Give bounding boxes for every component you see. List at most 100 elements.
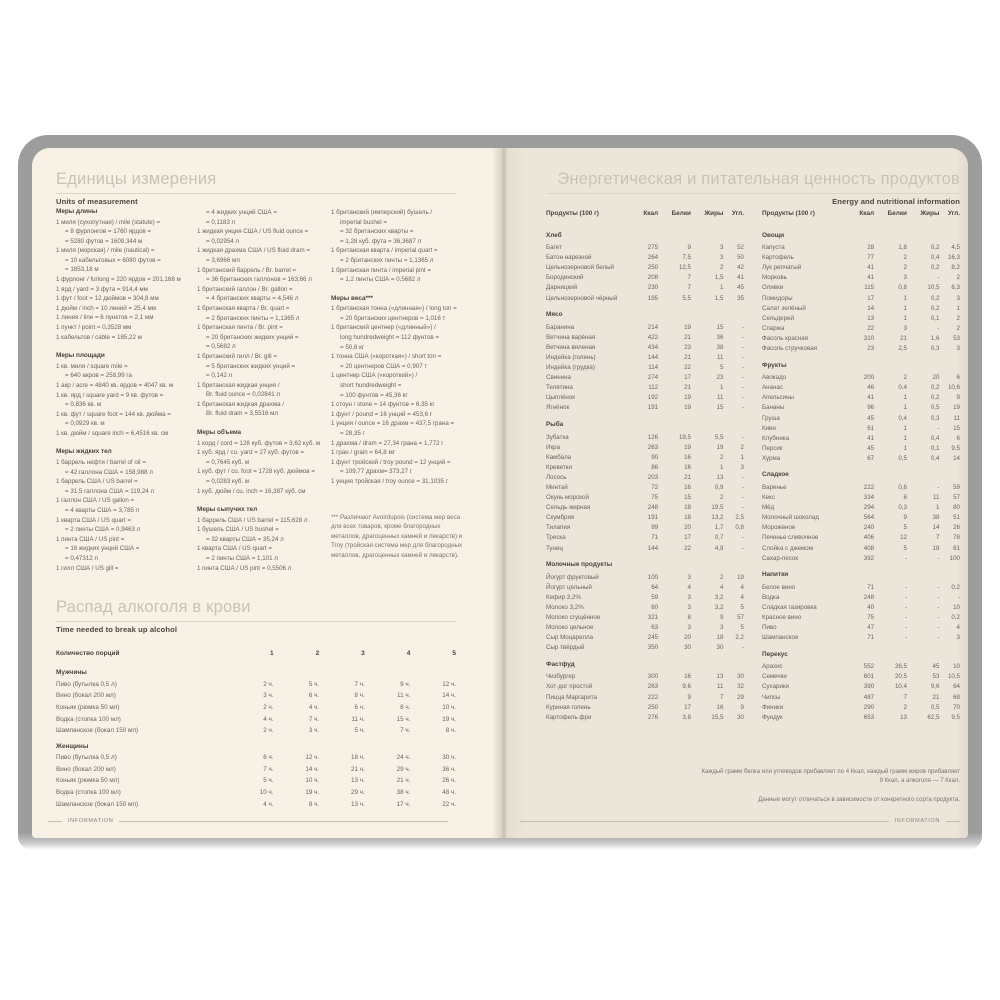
nutrition-cell: 42 [737, 264, 744, 272]
nutrition-row: Хот-дог простой 263 9,6 11 32 [546, 682, 744, 692]
nutrition-cell: 1 [719, 463, 724, 471]
nutrition-row: Пиво 47 - - 4 [762, 623, 960, 633]
alcohol-group-row: Мужчины [56, 663, 456, 678]
nutrition-cell: 61 [953, 544, 960, 552]
units-line: 1 британская пинта / Br. pint = [197, 324, 283, 332]
nutrition-row-label: Лук репчатый [762, 264, 802, 272]
nutrition-cell: 75 [651, 494, 659, 502]
nutrition-row: Цельнозерновой белый 250 12,5 2 42 [546, 263, 744, 273]
nutrition-cell: 9 [687, 693, 691, 701]
units-line: = 0,0283 куб. м [206, 477, 250, 485]
nutrition-group-label: Овощи [762, 231, 785, 239]
nutrition-cell: 13 [716, 473, 724, 481]
nutrition-cell: 263 [647, 683, 659, 691]
nutrition-cell: - [741, 504, 744, 512]
units-line: = 100 фунтов = 45,36 кг [340, 391, 408, 399]
nutrition-cell: 274 [647, 374, 659, 382]
nutrition-cell: 21 [684, 473, 691, 481]
nutrition-cell: 15 [716, 404, 724, 412]
nutrition-cell: 487 [863, 693, 875, 701]
nutrition-cell: 21 [900, 334, 907, 342]
nutrition-cell: - [741, 384, 744, 392]
nutrition-row-label: Арахис [762, 663, 783, 671]
units-line: 1 британская кварта / Br. quart = [197, 304, 290, 312]
nutrition-col-header: Ккал [859, 209, 875, 217]
nutrition-cell: 19 [684, 394, 691, 402]
alcohol-col-header: 2 [315, 650, 320, 658]
alcohol-row-label: Коньяк (рюмка 50 мл) [56, 704, 120, 712]
alcohol-table-head: Количество порций 1 2 3 4 5 [56, 648, 456, 663]
units-line: 1 пинта США / US pint = [56, 535, 125, 543]
nutrition-group-label: Фастфуд [546, 660, 575, 668]
nutrition-cell: 2,5 [898, 345, 907, 353]
nutrition-row-label: Сладкая газировка [762, 603, 817, 611]
nutrition-cell: 392 [863, 554, 875, 562]
nutrition-cell: 15 [716, 323, 724, 331]
nutrition-row-label: Молочный шоколад [762, 514, 819, 522]
nutrition-row: Фасоль стручковая 23 2,5 0,3 3 [762, 343, 960, 353]
nutrition-cell: 191 [647, 514, 659, 522]
nutrition-cell: 19 [953, 404, 960, 412]
alcohol-row: Пиво (бутылка 0,5 л) 6 ч. 12 ч. 18 ч. 24 ч. 3… [56, 752, 456, 764]
nutrition-cell: 10,5 [947, 673, 960, 681]
nutrition-cell: 14 [953, 454, 960, 462]
units-line: 1 кварта США / US quart = [197, 545, 272, 553]
nutrition-cell: 1 [935, 504, 940, 512]
nutrition-cell: 112 [648, 384, 659, 392]
nutrition-cell: 17 [684, 703, 691, 711]
units-line: 1 британская кварта / imperial quart = [331, 247, 438, 255]
units-line: 1 миля (морская) / mile (nautical) = [56, 247, 155, 255]
right-page [502, 148, 968, 838]
nutrition-cell: 126 [647, 433, 659, 441]
nutrition-cell: 203 [647, 473, 659, 481]
units-line: = 0,142 л [206, 372, 233, 380]
nutrition-cell: 3,2 [714, 593, 724, 601]
nutrition-cell: 334 [863, 494, 875, 502]
alcohol-row: Водка (стопка 100 мл) 4 ч. 7 ч. 11 ч. 15 ч. 1… [56, 713, 456, 725]
alcohol-cell: 2 ч. [263, 680, 274, 688]
nutrition-cell: 17 [867, 294, 875, 302]
alcohol-col-header: 5 [452, 650, 456, 658]
alcohol-col-header: 1 [269, 650, 274, 658]
nutrition-row: Индейка (грудка) 114 22 5 - [546, 362, 744, 372]
nutrition-row-label: Персик [762, 444, 783, 452]
units-footnote: *** Различают Avoirdupois (система мер в… [331, 513, 463, 559]
nutrition-row-label: Сухарики [762, 683, 790, 691]
nutrition-cell: 4 [719, 583, 724, 591]
nutrition-row: Дарницкий 230 7 1 45 [546, 283, 744, 293]
nutrition-cell: 6,3 [951, 284, 960, 292]
nutrition-cell: 19 [684, 404, 691, 412]
units-line: 1 бушель США / US bushel = [197, 526, 279, 534]
nutrition-cell: 47 [867, 624, 875, 632]
nutrition-row: Скумбрия 191 18 13,2 2,5 [546, 513, 744, 523]
nutrition-cell: 20,5 [894, 673, 907, 681]
units-line: 1 кв. дюйм / square inch = 6,4516 кв. см [56, 429, 169, 437]
nutrition-cell: 3 [687, 573, 691, 581]
nutrition-cell: 57 [737, 614, 744, 621]
units-line: = 20 центнеров США = 0,907 т [340, 362, 428, 370]
nutrition-cell: 3 [719, 624, 724, 632]
nutrition-row: Куриная голень 250 17 16 9 [546, 702, 744, 712]
nutrition-cell: - [937, 324, 940, 332]
nutrition-row: Окунь морской 75 15 2 - [546, 493, 744, 503]
nutrition-cell: - [741, 534, 744, 542]
alcohol-cell: 12 ч. [442, 680, 456, 688]
units-line: 1 жидкая драхма США / US fluid dram = [197, 247, 310, 255]
units-line: 1 британский центнер («длинный») / [331, 324, 436, 332]
nutrition-cell: 72 [651, 483, 659, 491]
nutrition-group-label: Мясо [546, 311, 563, 319]
nutrition-cell: 68 [953, 693, 960, 701]
nutrition-row-label: Бородинский [546, 274, 584, 282]
units-line: = 4 жидких унций США = [206, 209, 277, 216]
nutrition-cell: 5,5 [682, 294, 691, 302]
nutrition-cell: - [937, 593, 940, 601]
units-line: = 36 британских галлонов = 163,66 л [206, 276, 312, 284]
alcohol-subtitle: Time needed to break up alcohol [56, 625, 178, 634]
nutrition-row-label: Водка [762, 593, 780, 601]
nutrition-row-label: Мёд [762, 504, 775, 512]
nutrition-cell: - [904, 624, 907, 632]
units-line: 1 миля (сухопутная) / mile (statute) = [56, 218, 161, 226]
nutrition-cell: 0,2 [930, 294, 940, 302]
nutrition-cell: 60 [651, 603, 659, 611]
nutrition-cell: 90 [651, 453, 659, 461]
